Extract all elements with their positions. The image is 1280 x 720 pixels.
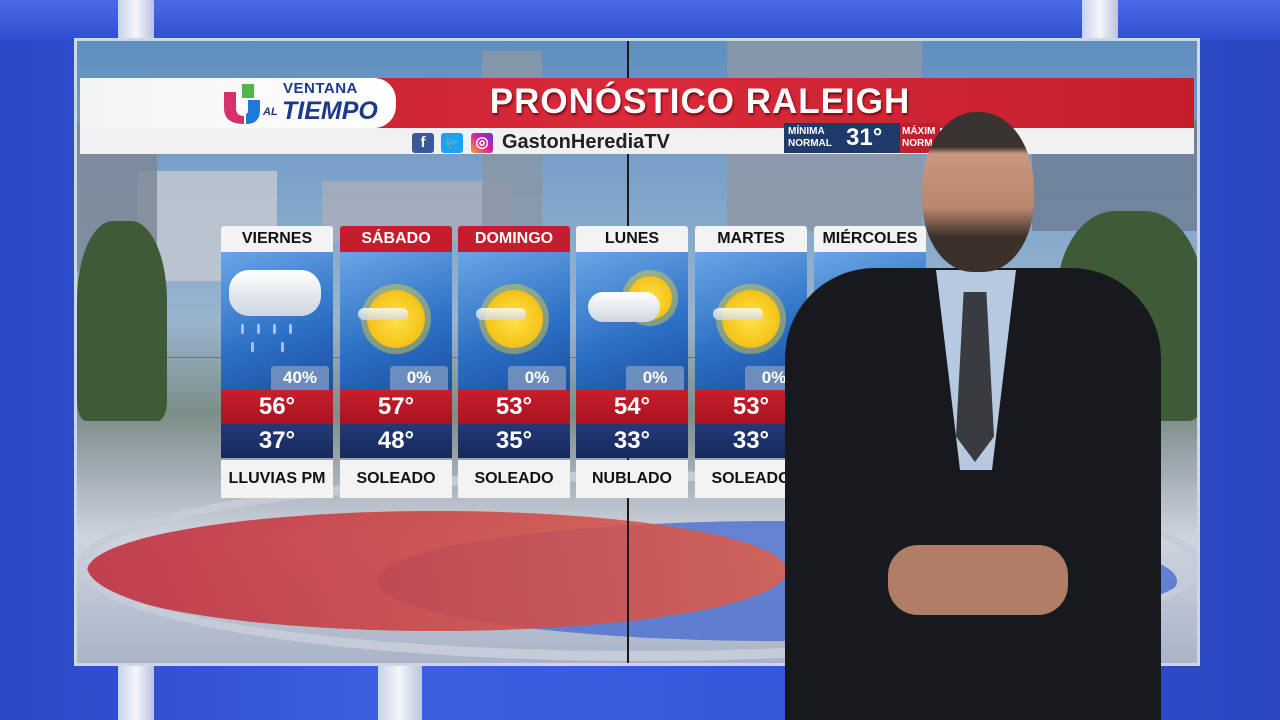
univision-logo-icon — [224, 84, 260, 124]
normal-min-label: MÍNIMA NORMAL — [788, 126, 832, 149]
logo-text: VENTANA — [283, 80, 358, 97]
day-label: DOMINGO — [458, 226, 570, 252]
high-temp: 53° — [458, 390, 570, 424]
day-label: VIERNES — [221, 226, 333, 252]
condition-label: NUBLADO — [576, 460, 688, 498]
logo-text: TIEMPO — [282, 97, 378, 125]
instagram-icon: ◎ — [471, 133, 493, 153]
normal-min-value: 31° — [846, 124, 883, 151]
rain-cloud-icon: 40% — [221, 252, 333, 390]
forecast-card-3: LUNES 0% 54° 33° NUBLADO — [576, 226, 688, 524]
page-title: PRONÓSTICO RALEIGH — [489, 82, 911, 121]
logo-text: AL — [263, 106, 278, 118]
forecast-card-2: DOMINGO 0% 53° 35° SOLEADO — [458, 226, 570, 524]
precip-chance: 40% — [271, 366, 329, 390]
studio-pillar — [378, 660, 422, 720]
precip-chance: 0% — [390, 366, 448, 390]
studio-wall — [0, 0, 1280, 40]
sun-icon: 0% — [458, 252, 570, 390]
high-temp: 57° — [340, 390, 452, 424]
forecast-card-1: SÁBADO 0% 57° 48° SOLEADO — [340, 226, 452, 524]
high-temp: 54° — [576, 390, 688, 424]
day-label: SÁBADO — [340, 226, 452, 252]
normal-max-label: MÁXIM NORM — [902, 126, 936, 149]
day-label: LUNES — [576, 226, 688, 252]
day-label: MIÉRCOLES — [814, 226, 926, 252]
condition-label: LLUVIAS PM — [221, 460, 333, 498]
day-label: MARTES — [695, 226, 807, 252]
low-temp: 35° — [458, 424, 570, 458]
condition-label: SOLEADO — [340, 460, 452, 498]
partly-cloudy-icon: 0% — [576, 252, 688, 390]
facebook-icon: f — [412, 133, 434, 153]
forecast-card-0: VIERNES 40% 56° 37° LLUVIAS PM — [221, 226, 333, 524]
social-handle: GastonHerediaTV — [502, 131, 670, 153]
low-temp: 33° — [576, 424, 688, 458]
low-temp: 37° — [221, 424, 333, 458]
twitter-icon: 🐦 — [441, 133, 463, 153]
sun-icon: 0% — [340, 252, 452, 390]
precip-chance: 0% — [626, 366, 684, 390]
condition-label: SOLEADO — [458, 460, 570, 498]
high-temp: 56° — [221, 390, 333, 424]
normal-min-panel — [784, 123, 900, 153]
low-temp: 48° — [340, 424, 452, 458]
precip-chance: 0% — [508, 366, 566, 390]
